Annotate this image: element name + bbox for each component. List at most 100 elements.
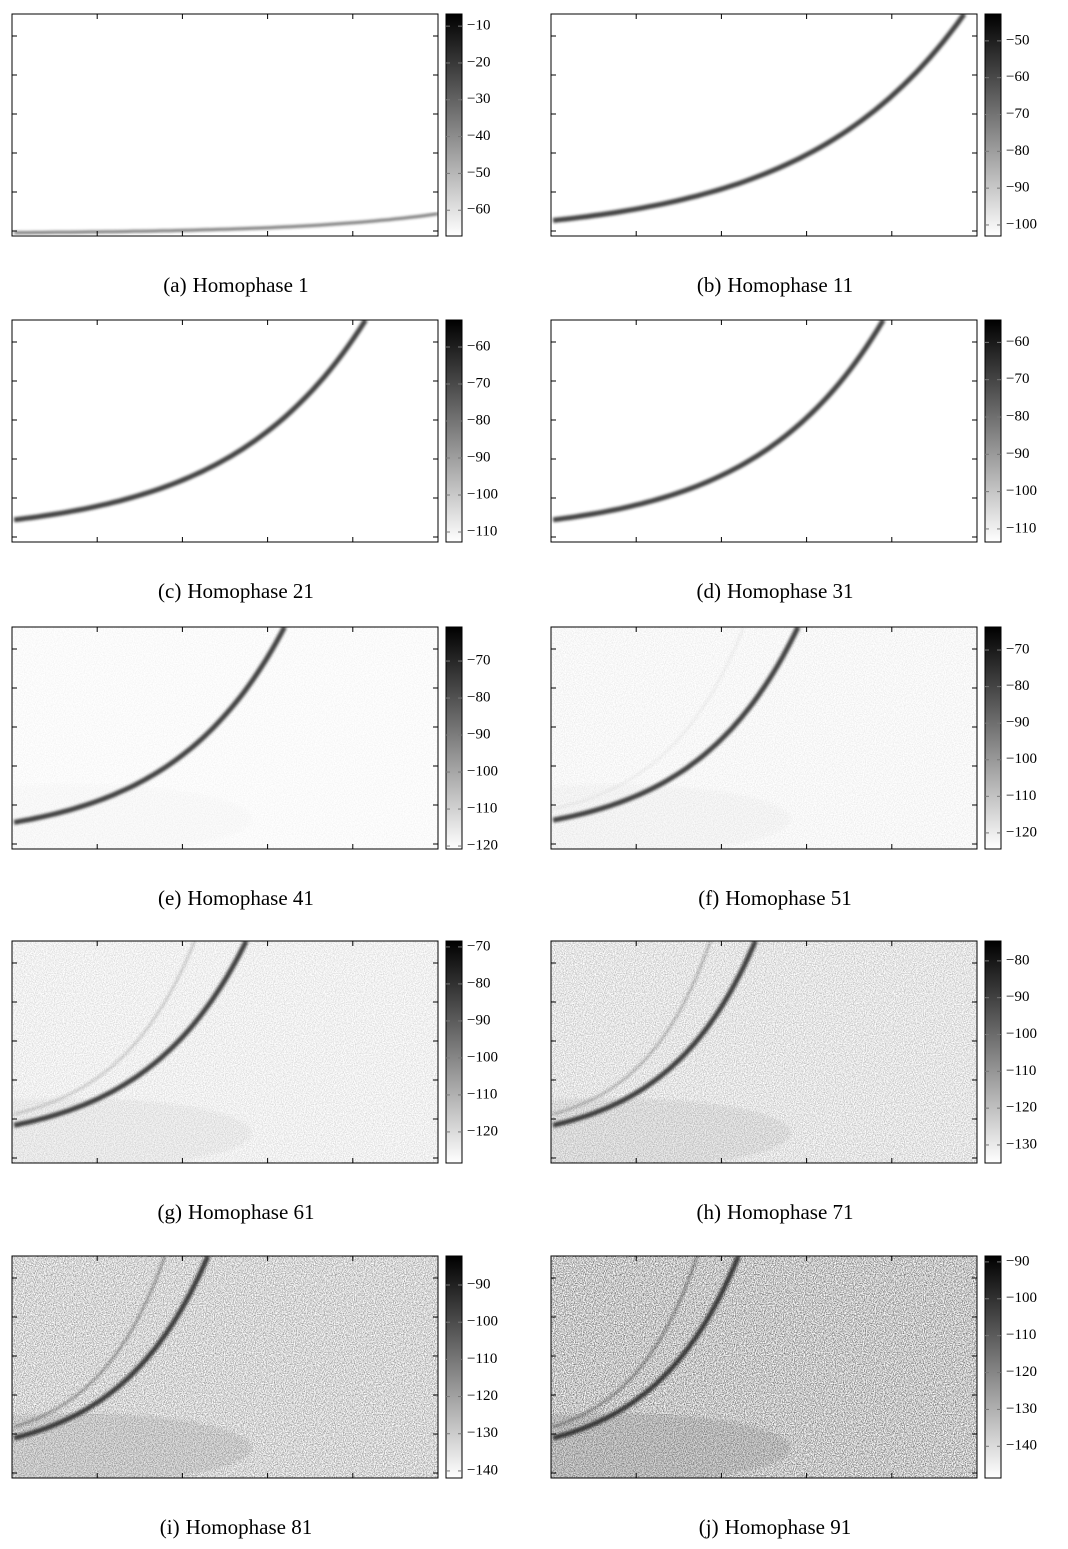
spectrogram [551, 627, 977, 849]
colorbar-tick-label: −10 [467, 18, 490, 34]
caption-title: Homophase 51 [725, 886, 852, 910]
plot-frame [550, 319, 978, 543]
spectrogram [14, 212, 438, 235]
colorbar-tick-label: −90 [1006, 1253, 1029, 1269]
caption: (b) Homophase 11 [697, 273, 853, 297]
colorbar-tick-label: −120 [467, 837, 498, 853]
caption-label: (f) [698, 886, 719, 910]
colorbar-tick-label: −110 [1006, 1327, 1036, 1343]
colorbar-tick-label: −90 [1006, 446, 1029, 462]
colorbar-tick-label: −100 [1006, 483, 1037, 499]
colorbar-tick-label: −60 [1006, 334, 1029, 350]
plot-frame [11, 626, 439, 850]
colorbar [984, 1255, 1002, 1479]
colorbar-tick-label: −80 [467, 412, 490, 428]
colorbar-tick-label: −110 [467, 1086, 497, 1102]
colorbar [984, 319, 1002, 543]
caption: (g) Homophase 61 [157, 1200, 314, 1224]
curve [552, 14, 967, 223]
caption-label: (b) [697, 273, 722, 297]
colorbar-tick-label: −70 [1006, 106, 1029, 122]
caption-title: Homophase 31 [727, 579, 854, 603]
panel: −50 −60 −70 −80 −90 −100 (b) Homophase 11 [550, 13, 1037, 297]
spectrogram [12, 627, 438, 849]
colorbar-tick-label: −90 [467, 1276, 490, 1292]
colorbar-tick-label: −60 [467, 202, 490, 218]
colorbar-tick-label: −100 [1006, 1290, 1037, 1306]
caption-title: Homophase 81 [186, 1515, 313, 1539]
noise [12, 627, 438, 849]
colorbar-tick-label: −110 [1006, 1063, 1036, 1079]
caption-label: (a) [163, 273, 186, 297]
caption-title: Homophase 61 [188, 1200, 315, 1224]
panel: −80 −90 −100 −110 −120 −130 (h) Homophase 71 [550, 940, 1037, 1224]
colorbar-tick-label: −100 [1006, 751, 1037, 767]
colorbar-tick-label: −90 [1006, 180, 1029, 196]
curve [13, 627, 287, 825]
colorbar-tick-label: −90 [467, 1012, 490, 1028]
colorbar-tick-label: −80 [467, 689, 490, 705]
colorbar-tick-label: −60 [467, 338, 490, 354]
caption: (h) Homophase 71 [696, 1200, 853, 1224]
caption: (a) Homophase 1 [163, 273, 308, 297]
colorbar-tick-label: −110 [1006, 788, 1036, 804]
panel: −90 −100 −110 −120 −130 −140 (i) Homophase 81 [11, 1255, 498, 1539]
colorbar-tick-label: −90 [467, 449, 490, 465]
colorbar-tick-label: −70 [1006, 641, 1029, 657]
colorbar-tick-label: −70 [467, 938, 490, 954]
curve [552, 627, 801, 823]
colorbar-tick-label: −100 [1006, 1026, 1037, 1042]
noise-floor [551, 1413, 791, 1478]
colorbar-tick-label: −30 [467, 91, 490, 107]
curve [13, 941, 249, 1128]
plot-frame [550, 1255, 978, 1479]
colorbar-tick-label: −80 [1006, 678, 1029, 694]
colorbar-tick-label: −80 [1006, 143, 1029, 159]
noise-floor [551, 1098, 791, 1163]
plot-frame [550, 13, 978, 237]
colorbar [445, 626, 463, 850]
curve [13, 320, 368, 523]
colorbar-tick-label: −110 [467, 800, 497, 816]
echo-curve [13, 1256, 166, 1429]
colorbar-tick-label: −90 [1006, 989, 1029, 1005]
colorbar-tick-label: −100 [467, 1049, 498, 1065]
plot-frame [11, 319, 439, 543]
colorbar-tick-label: −130 [1006, 1401, 1037, 1417]
caption-title: Homophase 11 [727, 273, 853, 297]
caption-title: Homophase 21 [187, 579, 314, 603]
colorbar-tick-label: −20 [467, 54, 490, 70]
curve [552, 1256, 741, 1441]
caption: (j) Homophase 91 [699, 1515, 851, 1539]
caption-label: (e) [158, 886, 181, 910]
colorbar-tick-label: −100 [467, 486, 498, 502]
colorbar-tick-label: −100 [467, 763, 498, 779]
colorbar [445, 13, 463, 237]
panel: −70 −80 −90 −100 −110 −120 (f) Homophase 51 [550, 626, 1037, 910]
colorbar-tick-label: −70 [1006, 371, 1029, 387]
curve [552, 941, 758, 1128]
echo-curve [552, 941, 712, 1116]
spectrogram [551, 1256, 977, 1478]
colorbar-tick-label: −120 [467, 1388, 498, 1404]
colorbar-tick-label: −80 [1006, 408, 1029, 424]
caption: (e) Homophase 41 [158, 886, 314, 910]
colorbar-tick-label: −110 [467, 523, 497, 539]
curve [552, 320, 886, 523]
plot-frame [11, 1255, 439, 1479]
panel: −60 −70 −80 −90 −100 −110 (c) Homophase 21 [11, 319, 498, 603]
colorbar-tick-label: −50 [1006, 32, 1029, 48]
colorbar-tick-label: −100 [1006, 216, 1037, 232]
caption-label: (d) [696, 579, 721, 603]
spectrogram [551, 941, 977, 1163]
plot-frame [550, 626, 978, 850]
panel: −70 −80 −90 −100 −110 −120 (e) Homophase 41 [11, 626, 498, 910]
colorbar-tick-label: −140 [467, 1462, 498, 1478]
caption-title: Homophase 71 [727, 1200, 854, 1224]
colorbar [445, 319, 463, 543]
spectrogram [13, 320, 368, 538]
colorbar-tick-label: −130 [467, 1425, 498, 1441]
spectrogram [12, 941, 438, 1163]
colorbar-tick-label: −110 [1006, 520, 1036, 536]
